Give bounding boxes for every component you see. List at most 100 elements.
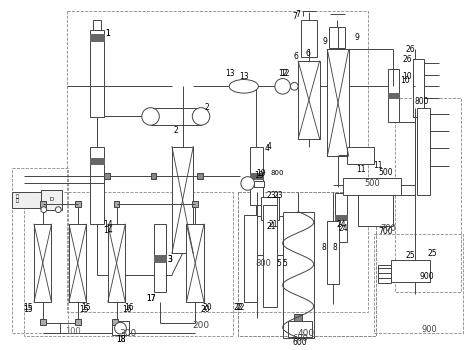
- Bar: [41, 190, 62, 210]
- Bar: [329, 27, 345, 48]
- Ellipse shape: [229, 79, 258, 93]
- Text: 9: 9: [323, 37, 328, 46]
- Circle shape: [192, 108, 210, 125]
- Bar: [186, 224, 204, 302]
- Text: 18: 18: [117, 335, 126, 344]
- Bar: [91, 30, 104, 117]
- Text: 12: 12: [278, 69, 287, 78]
- Text: 400: 400: [297, 329, 315, 337]
- Bar: [263, 205, 277, 307]
- Bar: [328, 49, 349, 156]
- Text: 24: 24: [338, 224, 348, 233]
- Bar: [75, 201, 81, 207]
- Bar: [104, 173, 110, 178]
- Bar: [294, 314, 302, 321]
- Circle shape: [241, 177, 255, 190]
- Text: 13: 13: [239, 72, 248, 81]
- Bar: [155, 255, 166, 261]
- Bar: [151, 108, 201, 125]
- Text: 200: 200: [192, 321, 210, 330]
- Text: 900: 900: [421, 324, 437, 334]
- Text: 600: 600: [292, 334, 308, 343]
- Text: 900: 900: [419, 272, 434, 281]
- Bar: [40, 320, 46, 325]
- Bar: [40, 201, 46, 207]
- Text: 5: 5: [276, 259, 281, 268]
- Text: 7: 7: [292, 12, 297, 21]
- Bar: [91, 158, 104, 164]
- Bar: [114, 201, 119, 207]
- Text: 1: 1: [105, 29, 110, 38]
- Bar: [112, 320, 118, 325]
- Text: 1: 1: [105, 29, 110, 38]
- Text: 26: 26: [402, 55, 412, 64]
- Text: 16: 16: [122, 305, 132, 314]
- Text: 800: 800: [270, 170, 283, 176]
- Bar: [250, 173, 263, 178]
- Bar: [335, 193, 347, 242]
- Text: 100: 100: [65, 327, 81, 336]
- Text: 26: 26: [405, 45, 415, 54]
- Circle shape: [55, 207, 61, 212]
- Text: 600: 600: [293, 338, 308, 347]
- Text: 15: 15: [80, 305, 89, 314]
- Bar: [91, 34, 104, 41]
- Bar: [358, 187, 393, 226]
- Text: 21: 21: [268, 220, 278, 229]
- Bar: [244, 215, 257, 302]
- Text: 20: 20: [200, 305, 210, 314]
- Bar: [413, 59, 424, 117]
- Bar: [335, 215, 347, 220]
- Text: 燃: 燃: [16, 194, 18, 198]
- Text: 6: 6: [305, 49, 310, 58]
- Text: 16: 16: [124, 303, 134, 312]
- Bar: [197, 173, 203, 178]
- Text: D: D: [49, 197, 54, 202]
- Bar: [69, 224, 86, 302]
- Text: 700: 700: [378, 226, 393, 236]
- Text: 3: 3: [167, 255, 173, 264]
- Bar: [283, 212, 314, 338]
- Text: 10: 10: [400, 76, 410, 85]
- Bar: [24, 192, 233, 336]
- Text: 18: 18: [117, 335, 126, 344]
- Bar: [250, 147, 263, 205]
- Bar: [328, 221, 339, 285]
- Text: 14: 14: [103, 220, 113, 229]
- Text: 500: 500: [378, 168, 393, 177]
- Bar: [374, 234, 463, 333]
- Text: 300: 300: [119, 329, 137, 337]
- Bar: [417, 108, 430, 195]
- Text: 23: 23: [274, 191, 283, 199]
- Bar: [388, 93, 399, 98]
- Bar: [252, 216, 265, 255]
- Circle shape: [291, 82, 298, 90]
- Text: 500: 500: [364, 179, 380, 188]
- Bar: [238, 192, 376, 336]
- Circle shape: [142, 108, 159, 125]
- Bar: [343, 177, 401, 195]
- Text: 22: 22: [235, 303, 245, 312]
- Text: 19: 19: [256, 169, 266, 178]
- Bar: [34, 224, 52, 302]
- Bar: [238, 192, 376, 336]
- Text: 6: 6: [294, 52, 299, 61]
- Bar: [91, 147, 104, 224]
- Text: 2: 2: [173, 126, 178, 134]
- Text: 15: 15: [23, 303, 33, 312]
- Circle shape: [115, 322, 126, 334]
- Bar: [388, 69, 399, 122]
- Text: 24: 24: [336, 220, 346, 229]
- Bar: [155, 224, 166, 292]
- Text: 17: 17: [146, 294, 155, 302]
- Bar: [192, 201, 198, 207]
- Bar: [347, 147, 374, 164]
- Bar: [67, 10, 368, 312]
- Text: 20: 20: [202, 303, 212, 312]
- Bar: [93, 20, 101, 30]
- Text: 8: 8: [321, 243, 326, 252]
- Text: 4: 4: [266, 142, 272, 151]
- Bar: [108, 224, 125, 302]
- Text: 800: 800: [415, 97, 429, 106]
- Bar: [378, 265, 392, 282]
